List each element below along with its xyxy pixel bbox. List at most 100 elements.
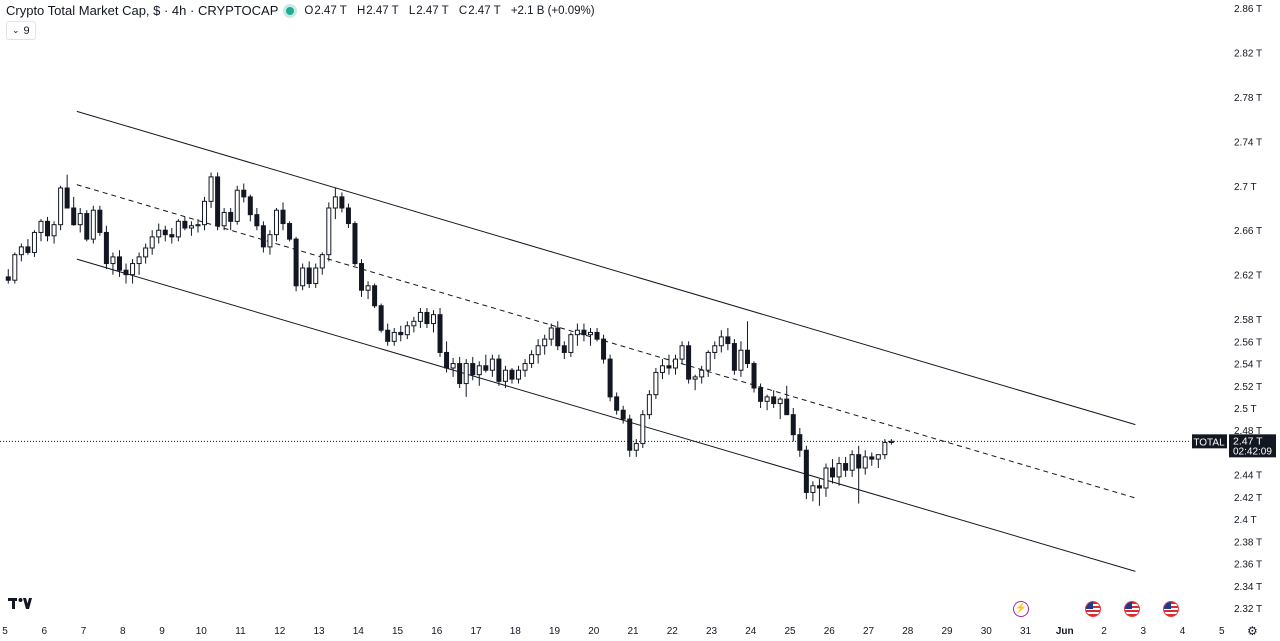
candle-body bbox=[287, 223, 293, 240]
tradingview-logo[interactable] bbox=[8, 597, 32, 614]
candle-body bbox=[188, 225, 194, 229]
price-axis-label: 2.34 T bbox=[1234, 582, 1262, 593]
candle-up bbox=[417, 308, 423, 328]
candle-body bbox=[162, 229, 168, 236]
candle-body bbox=[797, 434, 803, 451]
candle-body bbox=[882, 441, 888, 456]
candle-body bbox=[568, 334, 574, 353]
price-axis-label: 2.4 T bbox=[1234, 515, 1257, 526]
candle-body bbox=[215, 176, 221, 227]
lightning-event-icon[interactable]: ⚡ bbox=[1013, 601, 1029, 617]
candle-down bbox=[594, 328, 600, 342]
price-axis-label: 2.44 T bbox=[1234, 471, 1262, 482]
candle-down bbox=[64, 174, 70, 209]
candle-down bbox=[123, 263, 129, 284]
indicators-toggle-button[interactable]: ⌄ 9 bbox=[6, 21, 36, 40]
candle-up bbox=[699, 365, 705, 384]
time-axis-label: 3 bbox=[1140, 626, 1146, 637]
candle-down bbox=[607, 354, 613, 402]
candle-body bbox=[830, 467, 836, 478]
series-label-box bbox=[1192, 434, 1227, 449]
candle-body bbox=[457, 363, 463, 385]
candle-body bbox=[156, 229, 162, 238]
candle-up bbox=[31, 230, 37, 257]
candle-down bbox=[509, 368, 515, 384]
candle-body bbox=[816, 485, 822, 489]
market-status-icon bbox=[286, 6, 295, 15]
channel-lower-line bbox=[76, 258, 1136, 572]
candle-body bbox=[326, 207, 332, 256]
candle-body bbox=[372, 285, 378, 307]
us-flag-event-icon[interactable] bbox=[1085, 601, 1101, 617]
candle-down bbox=[581, 323, 587, 342]
candle-up bbox=[522, 359, 528, 377]
candle-body bbox=[45, 220, 51, 237]
high-value: 2.47 T bbox=[366, 4, 399, 17]
price-axis-label: 2.52 T bbox=[1234, 382, 1262, 393]
candle-body bbox=[810, 485, 816, 493]
candle-up bbox=[764, 394, 770, 411]
candle-up bbox=[18, 243, 24, 262]
us-flag-event-icon[interactable] bbox=[1124, 601, 1140, 617]
candle-body bbox=[359, 263, 365, 291]
time-axis-label: 25 bbox=[784, 626, 796, 637]
candle-down bbox=[856, 445, 862, 504]
candle-down bbox=[352, 221, 358, 266]
series-label: TOTAL bbox=[1193, 437, 1225, 448]
candle-down bbox=[627, 414, 633, 457]
candle-body bbox=[110, 256, 116, 265]
candle-down bbox=[215, 172, 221, 231]
candle-body bbox=[548, 327, 554, 340]
time-axis-label: 31 bbox=[1020, 626, 1032, 637]
candle-down bbox=[260, 221, 266, 253]
time-axis-label: 9 bbox=[159, 626, 165, 637]
candle-up bbox=[489, 354, 495, 377]
time-axis-label: 10 bbox=[196, 626, 208, 637]
candle-up bbox=[659, 359, 665, 380]
candle-body bbox=[731, 343, 737, 371]
candle-body bbox=[849, 454, 855, 471]
candle-body bbox=[103, 231, 109, 265]
candle-body bbox=[221, 211, 227, 227]
candle-body bbox=[659, 365, 665, 373]
symbol-title[interactable]: Crypto Total Market Cap, $ · 4h · CRYPTO… bbox=[6, 3, 279, 18]
candle-body bbox=[856, 454, 862, 469]
candle-up bbox=[300, 263, 306, 291]
candle-up bbox=[58, 185, 64, 231]
gear-icon[interactable]: ⚙ bbox=[1247, 624, 1258, 638]
us-flag-event-icon[interactable] bbox=[1163, 601, 1179, 617]
candle-body bbox=[587, 331, 593, 336]
time-axis-label: 18 bbox=[510, 626, 522, 637]
candle-body bbox=[58, 187, 64, 226]
candle-up bbox=[836, 456, 842, 486]
candle-body bbox=[319, 254, 325, 269]
candle-up bbox=[646, 390, 652, 420]
candle-up bbox=[568, 332, 574, 357]
candle-up bbox=[450, 358, 456, 377]
candle-down bbox=[247, 194, 253, 222]
candle-body bbox=[64, 187, 70, 209]
candle-up bbox=[188, 221, 194, 236]
candle-body bbox=[633, 443, 639, 451]
candle-body bbox=[784, 398, 790, 416]
time-axis-label: 21 bbox=[627, 626, 639, 637]
candle-body bbox=[574, 329, 580, 336]
candle-down bbox=[339, 192, 345, 213]
candle-up bbox=[175, 219, 181, 242]
candle-body bbox=[790, 414, 796, 436]
price-axis-label: 2.32 T bbox=[1234, 604, 1262, 615]
candle-up bbox=[516, 365, 522, 384]
candle-up bbox=[430, 310, 436, 333]
candle-up bbox=[202, 196, 208, 231]
time-axis-label: 12 bbox=[274, 626, 286, 637]
candle-body bbox=[202, 200, 208, 226]
candle-body bbox=[404, 325, 410, 336]
candle-body bbox=[640, 414, 646, 445]
candle-up bbox=[38, 219, 44, 242]
price-axis-label: 2.62 T bbox=[1234, 271, 1262, 282]
candle-body bbox=[260, 225, 266, 248]
candle-down bbox=[182, 216, 188, 231]
candle-body bbox=[169, 234, 175, 238]
